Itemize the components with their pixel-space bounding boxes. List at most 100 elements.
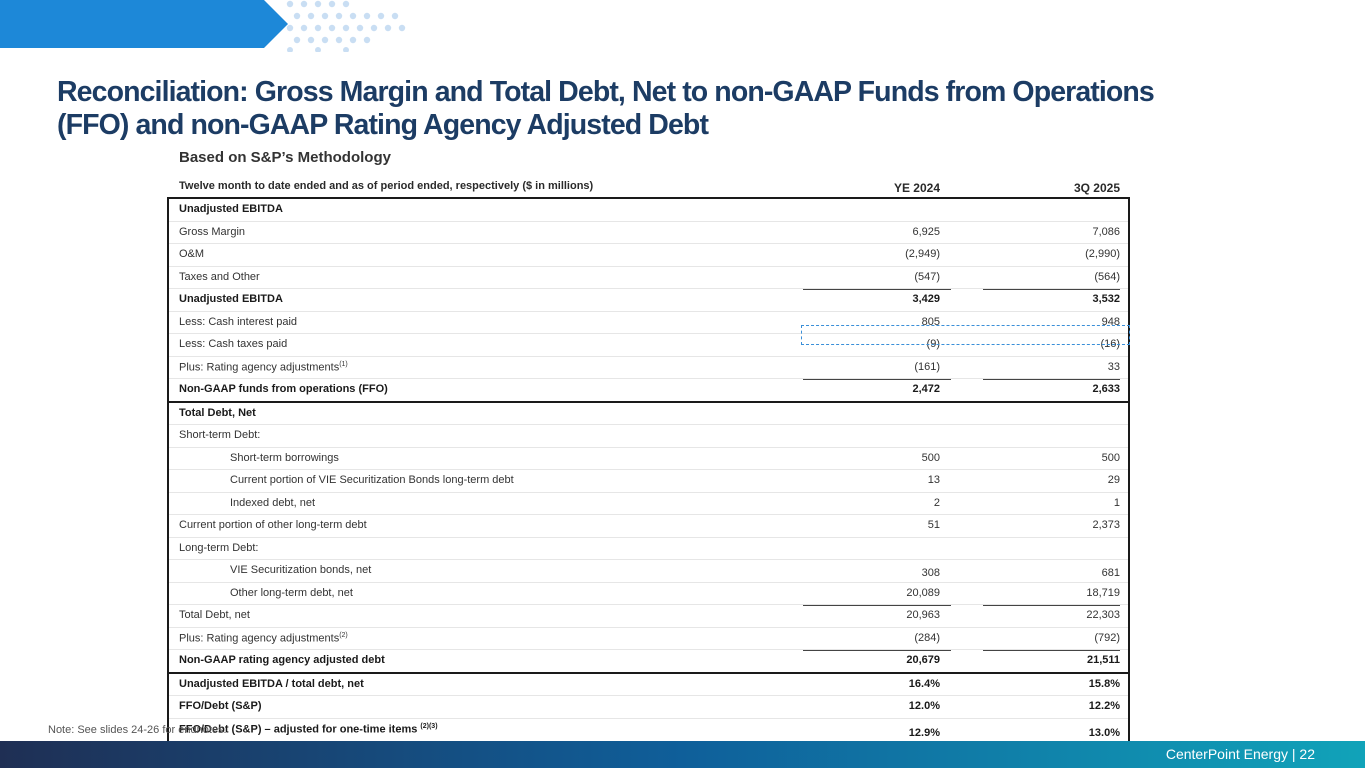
highlight-box: [801, 325, 1130, 345]
row-label: VIE Securitization bonds, net: [230, 564, 372, 576]
footnote-marker: (2): [339, 631, 348, 639]
table-row: Other long-term debt, net 20,089 18,719: [169, 583, 1128, 605]
table-row: Non-GAAP funds from operations (FFO) 2,47…: [169, 379, 1128, 401]
row-label: Short-term Debt:: [179, 429, 261, 441]
table-row: Current portion of VIE Securitization Bo…: [169, 470, 1128, 493]
value-3q-2025: 2,633: [1092, 383, 1120, 395]
row-label: Indexed debt, net: [230, 496, 316, 509]
value-ye-2024: (161): [914, 360, 940, 373]
value-ye-2024: 2: [933, 496, 940, 509]
ffo-section: Unadjusted EBITDA Gross Margin 6,925 7,086…: [167, 197, 1130, 403]
value-3q-2025: 13.0%: [1088, 726, 1120, 739]
methodology-subtitle: Based on S&P’s Methodology: [179, 149, 391, 166]
row-label: Current portion of VIE Securitization Bo…: [230, 474, 514, 486]
table-row: Unadjusted EBITDA: [169, 199, 1128, 222]
value-ye-2024: (2,949): [905, 248, 940, 260]
row-label: FFO/Debt (S&P) – adjusted for one-time i…: [179, 723, 438, 736]
row-label: Total Debt, Net: [179, 406, 256, 419]
decorative-dot-pattern: [286, 0, 406, 52]
table-row: Non-GAAP rating agency adjusted debt 20,6…: [169, 650, 1128, 672]
reconciliation-table: Twelve month to date ended and as of per…: [167, 176, 1130, 746]
value-3q-2025: 1: [1113, 496, 1120, 509]
footer-text: CenterPoint Energy | 22: [1165, 746, 1315, 762]
footnote-marker: (1): [339, 360, 348, 368]
slide-title-line-2: (FFO) and non-GAAP Rating Agency Adjuste…: [57, 109, 709, 141]
row-label: Other long-term debt, net: [230, 586, 353, 599]
value-3q-2025: 21,511: [1086, 654, 1120, 666]
value-3q-2025: 500: [1101, 451, 1120, 464]
table-row: Current portion of other long-term debt 5…: [169, 515, 1128, 538]
row-label: Short-term borrowings: [230, 451, 339, 464]
table-row: FFO/Debt (S&P) – adjusted for one-time i…: [169, 719, 1128, 744]
row-label: Less: Cash interest paid: [179, 315, 298, 328]
row-label: Long-term Debt:: [179, 541, 259, 554]
row-label: Total Debt, net: [179, 609, 250, 621]
row-label: Non-GAAP funds from operations (FFO): [179, 383, 388, 395]
table-row: Indexed debt, net 2 1: [169, 493, 1128, 515]
table-row: Total Debt, net 20,963 22,303: [169, 605, 1128, 628]
value-ye-2024: 12.9%: [908, 726, 940, 739]
column-header-ye-2024: YE 2024: [893, 181, 940, 195]
table-row: Plus: Rating agency adjustments(1) (161) 3…: [169, 357, 1128, 379]
debt-section: Total Debt, Net Short-term Debt: Short-t…: [167, 402, 1130, 674]
slide-title-line-1: Reconciliation: Gross Margin and Total D…: [57, 76, 1155, 108]
row-label: Taxes and Other: [179, 270, 260, 283]
value-ye-2024: 12.0%: [908, 700, 940, 712]
table-row: Less: Cash taxes paid (9) (16): [169, 334, 1128, 357]
value-ye-2024: 500: [921, 451, 940, 464]
footnote-marker: (2)(3): [420, 722, 438, 730]
row-label-text: FFO/Debt (S&P) – adjusted for one-time i…: [179, 723, 421, 736]
table-header: Twelve month to date ended and as of per…: [167, 176, 1130, 197]
table-row: Long-term Debt:: [169, 538, 1128, 560]
value-3q-2025: 29: [1107, 474, 1120, 486]
slide-title: Reconciliation: Gross Margin and Total D…: [57, 76, 1177, 142]
header-banner: [0, 0, 288, 48]
row-label: Gross Margin: [179, 225, 246, 238]
value-ye-2024: (547): [914, 270, 940, 283]
column-header-3q-2025: 3Q 2025: [1073, 181, 1120, 195]
value-ye-2024: 308: [921, 567, 940, 579]
value-3q-2025: 681: [1101, 567, 1120, 579]
table-row: Short-term Debt:: [169, 425, 1128, 448]
value-ye-2024: 20,089: [906, 586, 940, 599]
value-3q-2025: 948: [1101, 315, 1120, 328]
value-3q-2025: 3,532: [1092, 293, 1120, 305]
value-ye-2024: 16.4%: [908, 677, 940, 690]
row-label: Current portion of other long-term debt: [179, 519, 367, 531]
table-row: Plus: Rating agency adjustments(2) (284) (…: [169, 628, 1128, 650]
value-3q-2025: (564): [1094, 270, 1120, 283]
row-label: Unadjusted EBITDA: [179, 203, 283, 215]
row-label: Less: Cash taxes paid: [179, 338, 288, 350]
table-row: Gross Margin 6,925 7,086: [169, 222, 1128, 244]
ratio-section: Unadjusted EBITDA / total debt, net 16.4%…: [167, 673, 1130, 746]
table-row: Unadjusted EBITDA / total debt, net 16.4%…: [169, 674, 1128, 696]
row-label: Non-GAAP rating agency adjusted debt: [179, 654, 385, 666]
row-label: Unadjusted EBITDA: [179, 293, 283, 305]
row-label: Plus: Rating agency adjustments(2): [179, 632, 348, 645]
table-row: Unadjusted EBITDA 3,429 3,532: [169, 289, 1128, 312]
row-label-text: Plus: Rating agency adjustments: [179, 361, 340, 374]
value-3q-2025: 12.2%: [1088, 700, 1120, 712]
row-label: FFO/Debt (S&P): [179, 700, 262, 712]
table-row: FFO/Debt (S&P) 12.0% 12.2%: [169, 696, 1128, 719]
value-3q-2025: 33: [1107, 360, 1120, 373]
row-label-text: Plus: Rating agency adjustments: [179, 632, 340, 645]
table-row: Short-term borrowings 500 500: [169, 448, 1128, 470]
row-label: O&M: [179, 248, 205, 260]
table-row: O&M (2,949) (2,990): [169, 244, 1128, 267]
value-3q-2025: 18,719: [1086, 586, 1120, 599]
table-row: Taxes and Other (547) (564): [169, 267, 1128, 289]
row-label: Plus: Rating agency adjustments(1): [179, 361, 348, 374]
table-row: Total Debt, Net: [169, 403, 1128, 425]
value-ye-2024: 13: [927, 474, 940, 486]
value-ye-2024: 51: [927, 519, 940, 531]
value-3q-2025: 7,086: [1092, 225, 1120, 238]
footer-bar: CenterPoint Energy | 22: [0, 741, 1365, 768]
value-3q-2025: (2,990): [1085, 248, 1120, 260]
value-ye-2024: (284): [914, 631, 940, 644]
value-ye-2024: 2,472: [912, 383, 940, 395]
value-3q-2025: 2,373: [1092, 519, 1120, 531]
value-ye-2024: 20,963: [906, 609, 940, 621]
value-ye-2024: 20,679: [906, 654, 940, 666]
row-label: Unadjusted EBITDA / total debt, net: [179, 677, 364, 690]
